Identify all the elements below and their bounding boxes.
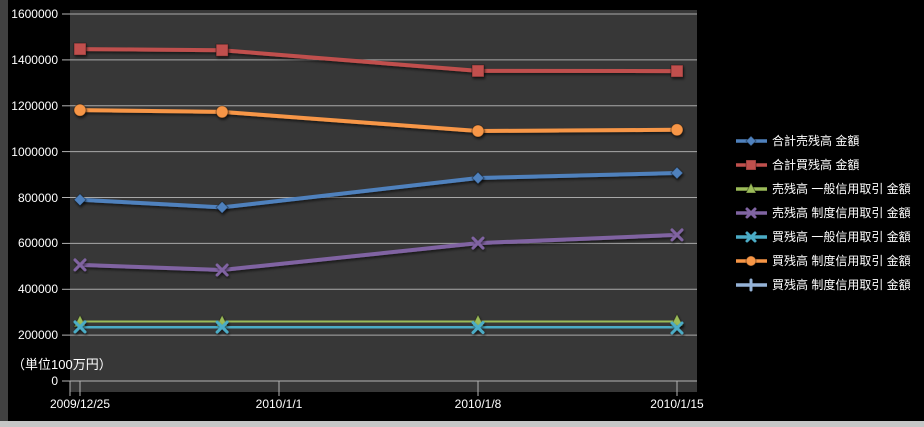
legend-item: 合計売残高 金額 (735, 134, 911, 148)
legend-marker-icon (736, 159, 767, 171)
legend-label: 売残高 制度信用取引 金額 (772, 206, 911, 220)
legend-item: 買残高 制度信用取引 金額 (735, 278, 911, 292)
x-tick-label: 2010/1/8 (454, 397, 502, 411)
legend-item: 売残高 制度信用取引 金額 (735, 206, 911, 220)
y-tick-label: 1200000 (11, 98, 58, 113)
legend-label: 買残高 一般信用取引 金額 (772, 230, 911, 244)
y-tick-label: 600000 (17, 236, 58, 251)
y-tick-label: 1000000 (11, 144, 58, 159)
legend-marker-icon (736, 182, 767, 194)
x-tick-label: 2009/12/25 (49, 397, 111, 411)
legend-label: 買残高 制度信用取引 金額 (772, 278, 911, 292)
y-tick-label: 200000 (17, 328, 58, 343)
window-left-edge (0, 0, 8, 427)
legend-marker-icon (736, 135, 767, 147)
legend: 合計売残高 金額 合計買残高 金額売残高 一般信用取引 金額 売残高 制度信用取引 … (735, 134, 911, 302)
legend-marker-icon (736, 278, 767, 292)
legend-item: 合計買残高 金額 (735, 158, 911, 172)
legend-marker-icon (736, 231, 767, 243)
legend-marker-icon (736, 255, 767, 267)
unit-label: （単位100万円） (12, 357, 112, 372)
legend-item: 買残高 一般信用取引 金額 (735, 230, 911, 244)
y-tick-label: 800000 (17, 190, 58, 205)
legend-label: 買残高 制度信用取引 金額 (772, 254, 911, 268)
legend-item: 買残高 制度信用取引 金額 (735, 254, 911, 268)
legend-item: 売残高 一般信用取引 金額 (735, 182, 911, 196)
x-tick-label: 2010/1/15 (650, 397, 704, 411)
legend-marker-icon (736, 207, 767, 219)
legend-label: 合計買残高 金額 (772, 158, 860, 172)
legend-label: 売残高 一般信用取引 金額 (772, 182, 911, 196)
y-tick-label: 1600000 (11, 7, 58, 21)
y-tick-label: 0 (51, 374, 58, 388)
x-tick-label: 2010/1/1 (255, 397, 303, 411)
window-bottom-edge (0, 421, 924, 427)
y-tick-label: 1400000 (11, 52, 58, 67)
legend-label: 合計売残高 金額 (772, 134, 860, 148)
y-tick-label: 400000 (17, 282, 58, 297)
